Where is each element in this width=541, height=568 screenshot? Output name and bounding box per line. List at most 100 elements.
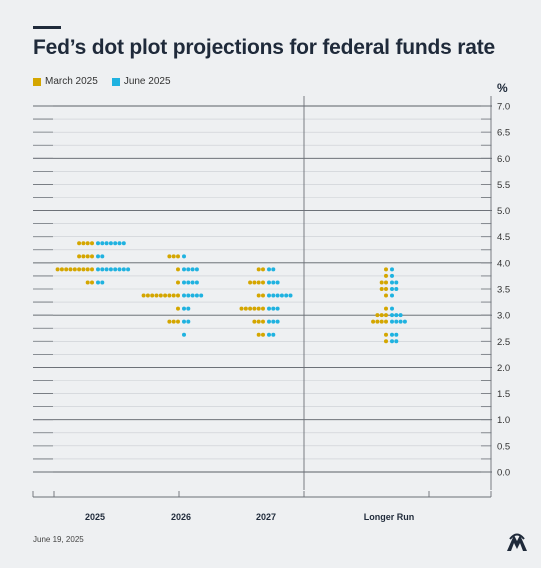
dot-march	[261, 293, 265, 298]
dot-march	[379, 287, 384, 291]
dot-march	[384, 339, 388, 344]
dot-march	[77, 267, 82, 272]
dot-march	[384, 273, 388, 278]
dot-march	[85, 280, 90, 285]
dot-june	[121, 267, 126, 272]
dot-march	[239, 306, 244, 311]
dot-june	[390, 306, 394, 311]
dot-june	[100, 241, 105, 246]
dot-march	[176, 293, 180, 298]
dot-march	[176, 306, 180, 311]
dot-march	[59, 267, 64, 272]
dot-march	[261, 280, 265, 285]
dot-march	[85, 267, 90, 272]
dot-june	[100, 267, 105, 272]
dot-june	[96, 254, 100, 259]
dot-june	[394, 287, 399, 291]
dot-june	[271, 332, 276, 337]
dot-june	[390, 293, 394, 298]
dot-june	[186, 280, 191, 285]
legend-swatch-june	[111, 77, 120, 86]
dot-march	[252, 306, 257, 311]
dot-june	[394, 339, 399, 344]
dot-march	[256, 267, 261, 272]
dot-march	[72, 267, 77, 272]
y-tick-label: 2.0	[497, 363, 510, 374]
dot-june	[96, 241, 100, 246]
dot-march	[243, 306, 248, 311]
dot-march	[256, 306, 261, 311]
dot-june	[271, 319, 276, 324]
dot-march	[248, 306, 253, 311]
y-tick-label: 0.0	[497, 468, 510, 479]
dot-march	[248, 280, 253, 285]
dot-june	[267, 293, 271, 298]
y-tick-label: 3.5	[497, 285, 510, 296]
dot-june	[108, 267, 113, 272]
dot-march	[141, 293, 146, 298]
dot-june	[186, 267, 191, 272]
dot-march	[256, 332, 261, 337]
dot-june	[390, 319, 394, 324]
dot-march	[375, 313, 380, 318]
dot-march	[384, 332, 388, 337]
dot-june	[182, 254, 186, 259]
dot-june	[182, 293, 186, 298]
dot-march	[154, 293, 159, 298]
dot-march	[167, 254, 172, 259]
dot-march	[171, 319, 176, 324]
dot-march	[375, 319, 380, 324]
dot-june	[275, 280, 280, 285]
dot-march	[171, 254, 176, 259]
dot-march	[90, 241, 94, 246]
dot-march	[384, 313, 388, 318]
dot-june	[275, 293, 280, 298]
dot-june	[288, 293, 293, 298]
dot-june	[194, 280, 199, 285]
dot-march	[163, 293, 168, 298]
dot-march	[261, 306, 265, 311]
dot-march	[384, 287, 388, 291]
y-tick-label: 6.0	[497, 154, 510, 165]
y-tick-label: 7.0	[497, 102, 510, 113]
dot-june	[398, 313, 403, 318]
dot-march	[55, 267, 60, 272]
dot-june	[182, 280, 186, 285]
dot-june	[100, 254, 105, 259]
dot-march	[81, 267, 86, 272]
dot-march	[171, 293, 176, 298]
dot-june	[275, 319, 280, 324]
dot-june	[271, 293, 276, 298]
dot-march	[158, 293, 163, 298]
legend-item-june: June 2025	[111, 76, 171, 87]
dot-june	[96, 280, 100, 285]
dot-june	[394, 319, 399, 324]
title-accent-rule	[33, 26, 61, 29]
dot-march	[261, 319, 265, 324]
dot-march	[371, 319, 376, 324]
x-category-label: 2027	[256, 512, 276, 522]
dot-june	[108, 241, 113, 246]
dot-march	[176, 319, 180, 324]
dot-june	[271, 267, 276, 272]
dot-june	[390, 267, 394, 272]
dot-march	[256, 319, 261, 324]
dot-march	[90, 280, 94, 285]
dot-june	[194, 293, 199, 298]
dot-march	[85, 254, 90, 259]
dot-march	[167, 319, 172, 324]
dot-june	[190, 293, 195, 298]
dot-june	[190, 267, 195, 272]
dot-march	[176, 267, 180, 272]
dot-june	[279, 293, 284, 298]
dot-june	[390, 339, 394, 344]
y-tick-label: 4.5	[497, 232, 510, 243]
dot-march	[379, 280, 384, 285]
dot-march	[384, 319, 388, 324]
aa-agency-logo-icon	[507, 533, 527, 551]
dot-june	[113, 241, 118, 246]
dot-march	[90, 267, 94, 272]
dot-june	[390, 280, 394, 285]
dot-march	[81, 254, 86, 259]
